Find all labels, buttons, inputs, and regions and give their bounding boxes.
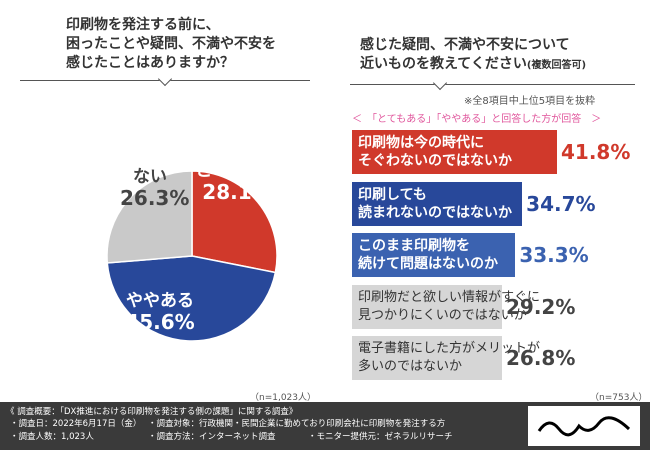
bar: 印刷しても 読まれないのではないか bbox=[352, 181, 523, 226]
bar: 印刷物は今の時代にそぐわないのではないか bbox=[352, 130, 557, 174]
right-question: 感じた疑問、不満や不安について 近いものを教えてください(複数回答可) bbox=[360, 36, 586, 75]
logo-brush-icon bbox=[537, 416, 631, 437]
slice-label: ない bbox=[133, 167, 167, 187]
left-sample-size: （n=1,023人） bbox=[250, 393, 317, 403]
slice-label: ややある bbox=[126, 291, 194, 311]
question-line: 困ったことや疑問、不満や不安を bbox=[66, 36, 276, 52]
bar-row: 印刷しても 読まれないのではないか 34.7% bbox=[352, 181, 596, 226]
bar-label: 電子書籍にした方がメリットが 多いのではないか bbox=[358, 340, 540, 376]
question-suffix: (複数回答可) bbox=[526, 60, 587, 71]
bar: このまま印刷物を続けて問題はないのか bbox=[352, 233, 516, 277]
slice-value: 28.1% bbox=[202, 179, 272, 204]
slice-value: 26.3% bbox=[120, 185, 190, 210]
pie-label-yayaaru: ややある 45.6% bbox=[115, 292, 205, 333]
bar-row: 印刷物は今の時代にそぐわないのではないか 41.8% bbox=[352, 130, 630, 174]
survey-target: ・調査対象：行政機関・民間企業に勤めており印刷会社に印刷物を発注する方 bbox=[148, 419, 446, 429]
bar-label: 印刷物は今の時代にそぐわないのではないか bbox=[358, 134, 512, 170]
survey-count: ・調査人数：1,023人 bbox=[10, 432, 94, 442]
pie-slice bbox=[106, 255, 277, 342]
pie-label-totemoaru: とてもある 28.1% bbox=[192, 162, 282, 203]
pie-slice bbox=[191, 170, 278, 274]
question-line: 印刷物を発注する前に、 bbox=[66, 17, 220, 33]
bar-row: 印刷物だと欲しい情報がすぐに 見つかりにくいのではないか 29.2% bbox=[352, 284, 576, 329]
bar-label-line: 印刷物は今の時代に bbox=[358, 135, 484, 151]
bar-label-line: 電子書籍にした方がメリットが bbox=[358, 341, 541, 356]
bar-label-line: このまま印刷物を bbox=[358, 238, 470, 254]
bar-row: 電子書籍にした方がメリットが 多いのではないか 26.8% bbox=[352, 336, 575, 380]
question-line: 近いものを教えてください bbox=[360, 56, 527, 72]
bar-label-line: 続けて問題はないのか bbox=[358, 256, 498, 272]
pie-label-nai: ない 26.3% bbox=[120, 167, 190, 210]
logo bbox=[528, 406, 640, 446]
bar-label: 印刷しても 読まれないのではないか bbox=[358, 186, 512, 222]
bar: 印刷物だと欲しい情報がすぐに 見つかりにくいのではないか bbox=[352, 284, 540, 329]
bar-label-line: 見つかりにくいのではないか bbox=[358, 307, 527, 323]
bar-label: このまま印刷物を続けて問題はないのか bbox=[358, 237, 498, 273]
right-sample-size: （n=753人） bbox=[590, 393, 648, 403]
survey-monitor: ・モニター提供元：ゼネラルリサーチ bbox=[308, 432, 453, 442]
bar-value: 29.2% bbox=[506, 294, 576, 319]
bar-label-line: 多いのではないか bbox=[358, 359, 463, 374]
question-line: 感じたことはありますか？ bbox=[66, 55, 234, 71]
survey-date: ・調査日：2022年6月17日（金） bbox=[10, 419, 142, 429]
survey-title: 《 調査概要：「DX推進における印刷物を発注する側の課題」に関する調査》 bbox=[6, 407, 298, 417]
bar-label: 印刷物だと欲しい情報がすぐに 見つかりにくいのではないか bbox=[358, 289, 540, 325]
bar-label-line: 印刷物だと欲しい情報がすぐに bbox=[358, 289, 541, 305]
bar-value: 41.8% bbox=[561, 140, 631, 164]
pie-slice bbox=[106, 170, 193, 264]
left-question: 印刷物を発注する前に、 困ったことや疑問、不満や不安を 感じたことはありますか？ bbox=[66, 16, 276, 73]
bar-label-line: そぐわないのではないか bbox=[358, 153, 512, 169]
survey-method: ・調査方法：インターネット調査 bbox=[148, 432, 276, 442]
note: ※全8項目中上位5項目を抜粋 bbox=[464, 96, 596, 107]
divider bbox=[350, 84, 635, 85]
bar-row: このまま印刷物を続けて問題はないのか 33.3% bbox=[352, 233, 589, 277]
bar-label-line: 読まれないのではないか bbox=[358, 204, 512, 221]
bar-value: 33.3% bbox=[519, 243, 589, 267]
bar-label-line: 印刷しても bbox=[358, 186, 427, 203]
slice-value: 45.6% bbox=[125, 309, 195, 334]
slice-label: とてもある bbox=[195, 161, 279, 181]
bar: 電子書籍にした方がメリットが 多いのではないか bbox=[352, 336, 540, 380]
bar-value: 34.7% bbox=[526, 191, 596, 216]
subtitle: ＜ 「とてもある」「ややある」と回答した方が回答 ＞ bbox=[352, 114, 602, 125]
question-line: 感じた疑問、不満や不安について bbox=[360, 37, 570, 53]
bar-value: 26.8% bbox=[506, 346, 576, 370]
